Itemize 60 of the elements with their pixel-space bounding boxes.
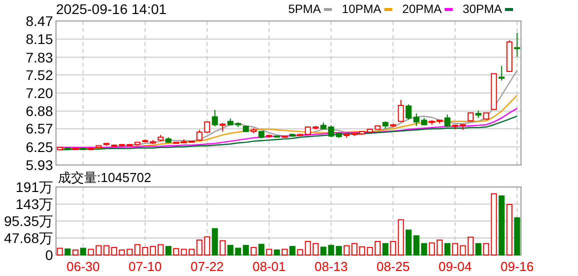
y-tick-label: 6.88: [26, 103, 54, 120]
x-tick-label: 08-01: [252, 259, 286, 274]
x-tick-label: 08-25: [376, 259, 410, 274]
y-tick-label: 6.25: [26, 138, 54, 155]
y-tick-label: 7.83: [26, 49, 54, 66]
bar: [242, 244, 249, 256]
y-tick-label: 8.47: [26, 13, 54, 29]
bar: [514, 217, 520, 256]
candlestick: [475, 110, 482, 118]
bar: [498, 195, 505, 256]
bar: [444, 243, 450, 256]
bar: [80, 248, 86, 256]
bar: [72, 250, 78, 256]
bar: [336, 246, 342, 256]
y-tick-label: 7.20: [26, 85, 54, 101]
y-tick-label: 8.15: [26, 31, 54, 48]
bar: [56, 248, 63, 256]
bar: [490, 193, 497, 256]
chart-title: 2025-09-16 14:01: [56, 1, 167, 17]
bar: [173, 248, 180, 256]
y-tick-label: 7.52: [26, 66, 54, 83]
bar: [297, 249, 304, 256]
bar: [398, 219, 404, 256]
y-tick-label: 5.93: [26, 157, 54, 173]
bar: [475, 243, 482, 256]
bar: [452, 243, 458, 256]
x-tick-label: 07-10: [128, 259, 162, 274]
bar: [282, 248, 288, 256]
y-tick-label: 191万: [16, 179, 53, 195]
bar: [274, 250, 280, 256]
bar: [64, 248, 71, 256]
line-series: [59, 116, 518, 150]
legend-label: 30PMA: [462, 2, 502, 16]
y-tick-label: 6.57: [26, 120, 54, 137]
bar: [344, 245, 350, 256]
bar: [258, 244, 264, 256]
bar: [406, 230, 412, 256]
bar: [483, 243, 490, 256]
chart-title: 成交量:1045702: [58, 170, 152, 185]
x-tick-label: 08-13: [314, 259, 348, 274]
bar: [390, 240, 396, 256]
bar: [250, 247, 257, 256]
legend-label: 10PMA: [342, 2, 382, 16]
y-tick-label: 47.68万: [4, 230, 53, 246]
y-tick-label: 95.35万: [4, 213, 53, 230]
bar: [165, 246, 172, 256]
x-tick-label: 09-04: [438, 259, 472, 274]
bar: [382, 243, 388, 256]
bar: [289, 246, 296, 256]
y-tick-label: 0: [45, 247, 54, 263]
legend-label: 5PMA: [288, 2, 321, 16]
legend-label: 20PMA: [402, 2, 442, 16]
bar: [266, 248, 272, 256]
x-tick-label: 06-30: [66, 259, 100, 274]
bar: [220, 240, 226, 256]
bar: [506, 204, 512, 256]
x-tick-label: 07-22: [190, 259, 224, 274]
bar: [212, 228, 218, 256]
x-tick-label: 09-16: [500, 259, 534, 274]
y-tick-label: 143万: [16, 196, 53, 212]
